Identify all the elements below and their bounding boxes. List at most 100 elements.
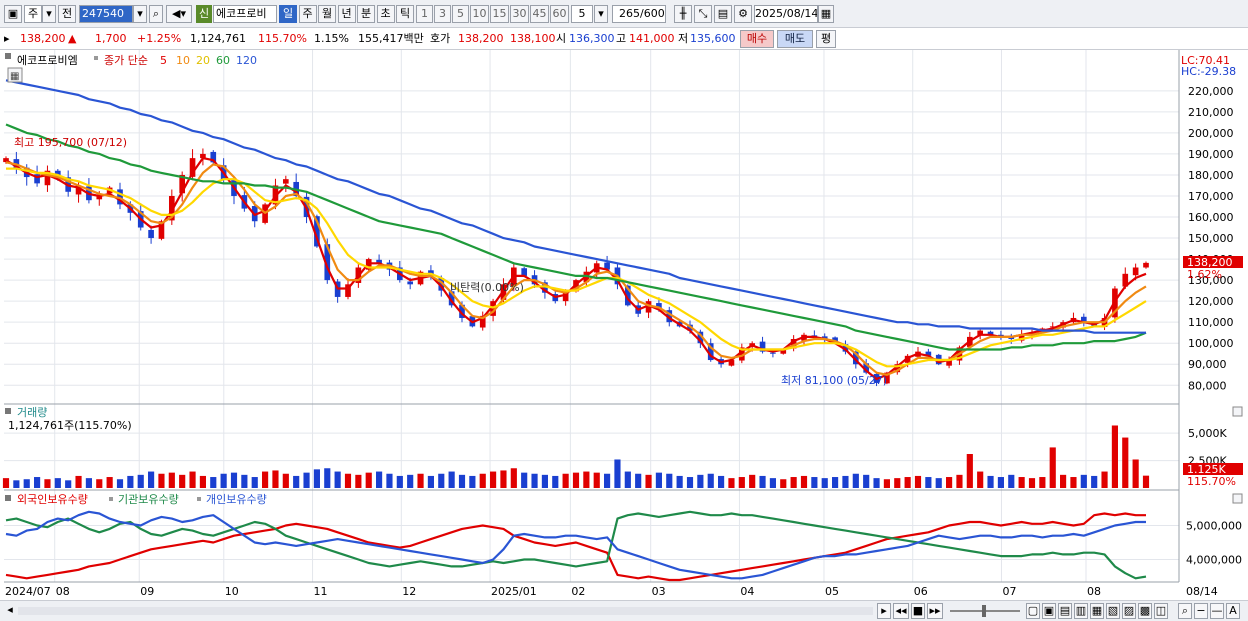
minute-option[interactable]: 45 <box>530 5 549 23</box>
volume-legend-title[interactable]: 거래량 <box>17 406 47 419</box>
chart-area[interactable]: 80,000 90,000 100,000 110,000 120,000 130,000… <box>0 50 1248 600</box>
scroll-track[interactable] <box>18 607 873 615</box>
scroll-right-icon[interactable]: ▸ <box>877 603 891 619</box>
price-tick-label: 120,000 <box>1188 295 1234 308</box>
volume-bar <box>303 472 310 488</box>
volume-bar <box>13 480 20 488</box>
holdings-pane-close-icon[interactable] <box>1232 493 1243 504</box>
candle-body <box>946 360 952 366</box>
layout-icon-4[interactable]: ▥ <box>1074 603 1088 619</box>
legend-ma-20[interactable]: 20 <box>196 54 210 67</box>
fast-forward-icon[interactable]: ▸▸ <box>927 603 943 619</box>
layout-icon-2[interactable]: ▣ <box>1042 603 1056 619</box>
search-icon[interactable]: ⌕ <box>149 5 163 23</box>
line-tool-icon[interactable]: ⤡ <box>694 5 712 23</box>
holding-line[interactable] <box>5 512 1146 582</box>
stock-code-input[interactable]: 247540 <box>79 5 133 23</box>
interval-tab[interactable]: 틱 <box>396 5 414 23</box>
price-tick-label: 200,000 <box>1188 127 1234 140</box>
table-toggle-icon[interactable] <box>7 67 23 83</box>
legend-ma-60[interactable]: 60 <box>216 54 230 67</box>
period-dropdown-icon[interactable]: ▾ <box>42 5 56 23</box>
legend-ma-label[interactable]: 종가 단순 <box>104 54 148 67</box>
layout-icon-6[interactable]: ▧ <box>1106 603 1120 619</box>
eval-button[interactable]: 평 <box>816 30 836 48</box>
volume-pane-close-icon[interactable] <box>1232 406 1243 417</box>
buy-button[interactable]: 매수 <box>740 30 774 48</box>
change-percent: +1.25% <box>137 32 182 45</box>
sell-button[interactable]: 매도 <box>777 30 813 48</box>
font-size-icon[interactable]: A <box>1226 603 1240 619</box>
window-menu-icon[interactable]: ▣ <box>4 5 22 23</box>
candle-icon[interactable]: ╫ <box>674 5 692 23</box>
volume-bar <box>210 477 217 488</box>
stop-icon[interactable]: ■ <box>911 603 925 619</box>
candle-body <box>438 277 445 291</box>
legend-stock-name[interactable]: 에코프로비엠 <box>17 54 78 67</box>
date-tick-label: 12 <box>402 585 416 598</box>
change-amount: 1,700 <box>95 32 127 45</box>
price-tick-label: 90,000 <box>1188 358 1227 371</box>
minute-input[interactable]: 5 <box>571 5 593 23</box>
minute-option[interactable]: 3 <box>434 5 451 23</box>
trade-amount: 155,417백만 <box>358 32 424 45</box>
volume-bar <box>44 479 51 488</box>
layout-icon-5[interactable]: ▦ <box>1090 603 1104 619</box>
date-input[interactable]: 2025/08/14 <box>754 5 818 23</box>
volume-bar <box>531 473 538 488</box>
save-icon[interactable]: ▤ <box>714 5 732 23</box>
count-display[interactable]: 265/600 <box>612 5 666 23</box>
ma-line-60[interactable] <box>5 123 1147 351</box>
minute-option[interactable]: 5 <box>452 5 469 23</box>
calendar-icon[interactable]: ▦ <box>818 5 834 23</box>
interval-tab[interactable]: 월 <box>318 5 336 23</box>
legend-institution[interactable]: 기관보유수량 <box>118 493 179 506</box>
date-tick-label: 08/14 <box>1186 585 1218 598</box>
ma-line-10[interactable] <box>5 161 1147 376</box>
layout-icon-3[interactable]: ▤ <box>1058 603 1072 619</box>
legend-individual[interactable]: 개인보유수량 <box>206 493 267 506</box>
ma-line-5[interactable] <box>5 156 1147 381</box>
interval-tab[interactable]: 분 <box>357 5 375 23</box>
interval-tab[interactable]: 년 <box>337 5 356 23</box>
volume-value: 1,124,761 <box>190 32 246 45</box>
volume-bar <box>821 478 828 488</box>
legend-ma-5[interactable]: 5 <box>160 54 167 67</box>
speaker-icon[interactable]: ◀▾ <box>166 5 192 23</box>
turnover-percent: 1.15% <box>314 32 349 45</box>
layout-icon-8[interactable]: ▩ <box>1138 603 1152 619</box>
zoom-search-icon[interactable]: ⌕ <box>1178 603 1192 619</box>
minute-option[interactable]: 15 <box>490 5 509 23</box>
interval-tab[interactable]: 초 <box>376 5 395 23</box>
zoom-slider-handle[interactable] <box>982 605 986 617</box>
stock-code-dropdown-icon[interactable]: ▾ <box>133 5 147 23</box>
period-select[interactable]: 주 <box>24 5 42 23</box>
candle-body <box>448 291 455 306</box>
scroll-left-icon[interactable]: ◂ <box>7 603 13 616</box>
legend-ma-120[interactable]: 120 <box>236 54 257 67</box>
expand-icon[interactable]: ▸ <box>4 32 10 45</box>
bid-ask-2: 138,100 <box>510 32 556 45</box>
zoom-line-icon[interactable]: — <box>1210 603 1224 619</box>
ma-line-20[interactable] <box>6 167 1147 368</box>
minute-dropdown-icon[interactable]: ▾ <box>594 5 608 23</box>
gear-icon[interactable]: ⚙ <box>734 5 752 23</box>
layout-icon-9[interactable]: ◫ <box>1154 603 1168 619</box>
minute-option[interactable]: 10 <box>470 5 489 23</box>
legend-foreign[interactable]: 외국인보유수량 <box>17 493 88 506</box>
minute-option[interactable]: 1 <box>416 5 433 23</box>
minute-option[interactable]: 30 <box>510 5 529 23</box>
prev-button[interactable]: 전 <box>58 5 76 23</box>
holding-line[interactable] <box>5 510 1146 580</box>
ma-line-120[interactable] <box>5 79 1146 334</box>
rewind-icon[interactable]: ◂◂ <box>893 603 909 619</box>
layout-icon-7[interactable]: ▨ <box>1122 603 1136 619</box>
minute-option[interactable]: 60 <box>550 5 569 23</box>
holding-line[interactable] <box>5 510 1147 580</box>
zoom-out-icon[interactable]: − <box>1194 603 1208 619</box>
layout-icon-1[interactable]: ▢ <box>1026 603 1040 619</box>
legend-ma-10[interactable]: 10 <box>176 54 190 67</box>
interval-tab[interactable]: 일 <box>279 5 297 23</box>
interval-tab[interactable]: 주 <box>298 5 317 23</box>
volume-bar <box>718 475 725 488</box>
